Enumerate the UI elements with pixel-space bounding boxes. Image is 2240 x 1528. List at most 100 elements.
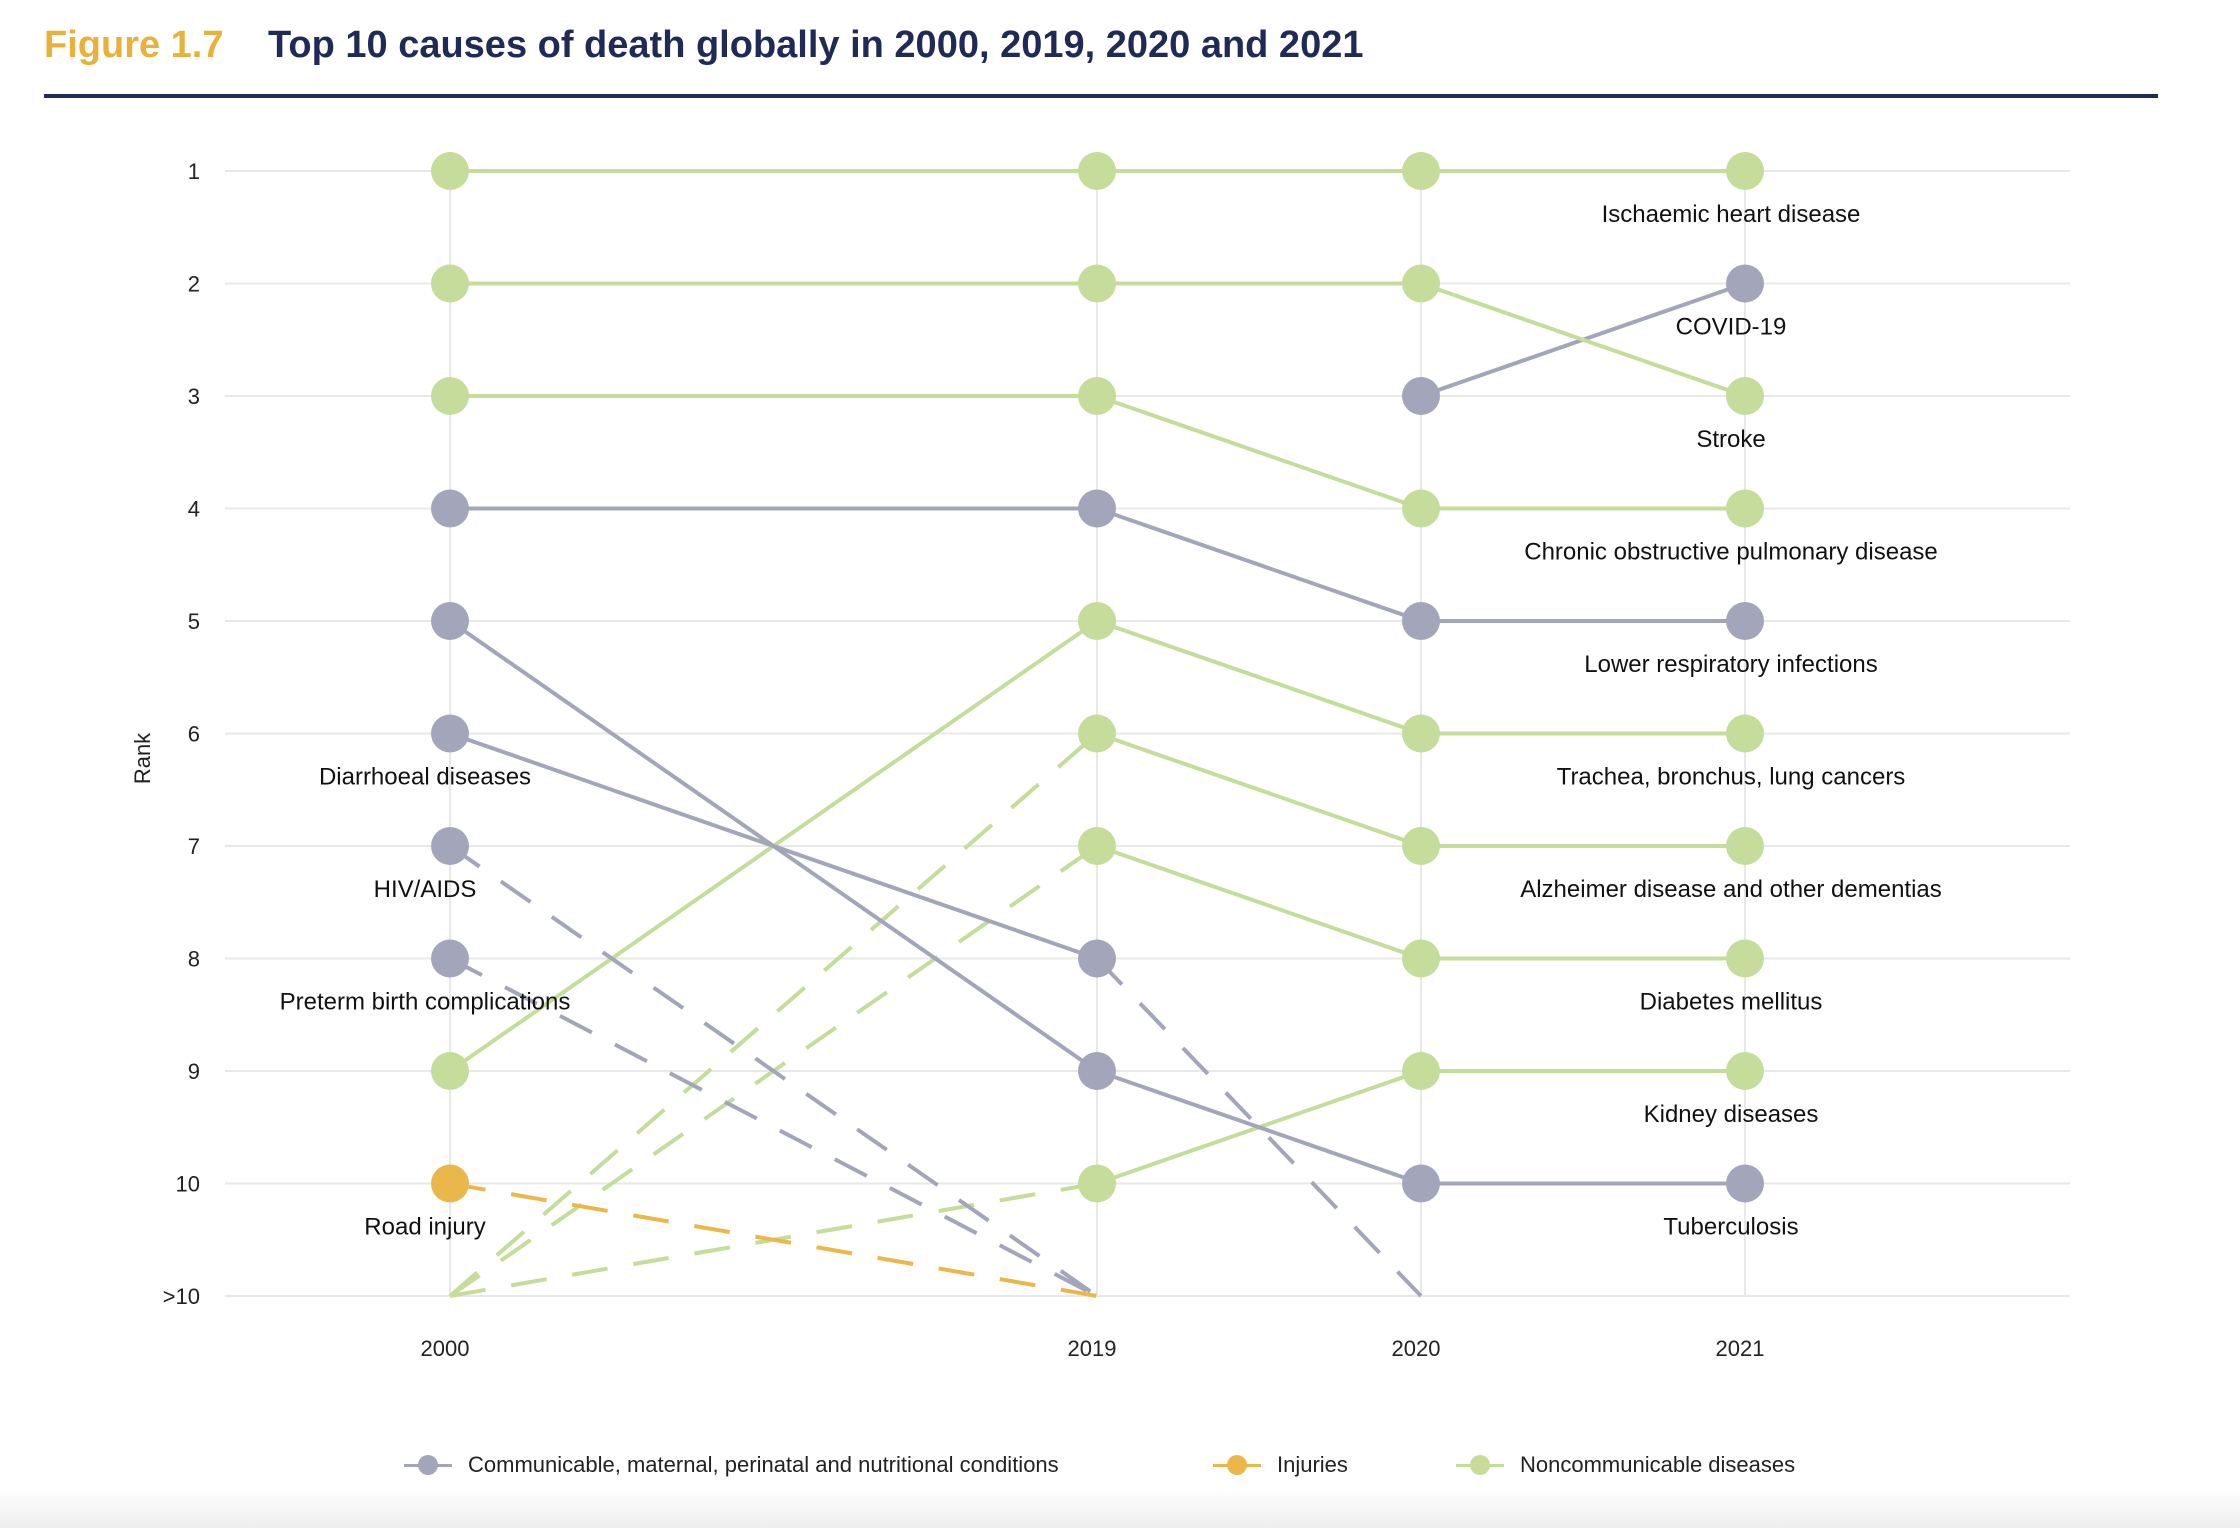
- series-point: [1726, 264, 1764, 303]
- series-point: [1402, 714, 1440, 753]
- series-segment: [1096, 394, 1422, 511]
- series-segment: [448, 844, 1099, 1298]
- point-label: Kidney diseases: [1644, 1101, 1819, 1128]
- series-point: [1078, 714, 1116, 753]
- point-label: Diabetes mellitus: [1640, 989, 1823, 1016]
- legend-dot: [1227, 1455, 1247, 1475]
- point-label: Road injury: [364, 1214, 485, 1241]
- series-point: [431, 489, 469, 528]
- series-segment: [448, 731, 1099, 1298]
- chart-legend: Communicable, maternal, perinatal and nu…: [0, 1440, 2240, 1490]
- series-segment: [1420, 281, 1746, 398]
- y-tick-label: 5: [188, 609, 200, 634]
- series-point: [1726, 939, 1764, 978]
- series-point: [1402, 264, 1440, 303]
- series-point: [1078, 377, 1116, 415]
- series-point: [431, 602, 469, 640]
- series-point: [1402, 602, 1440, 640]
- series-segment: [1096, 844, 1422, 961]
- figure-header: Figure 1.7 Top 10 causes of death global…: [44, 22, 2158, 98]
- point-label: Preterm birth complications: [280, 989, 571, 1016]
- legend-label-injuries: Injuries: [1277, 1452, 1348, 1477]
- series-point: [1726, 827, 1764, 865]
- point-label: Alzheimer disease and other dementias: [1520, 876, 1942, 903]
- y-tick-label: 3: [188, 384, 200, 409]
- legend-label-communicable: Communicable, maternal, perinatal and nu…: [468, 1452, 1059, 1477]
- series-segment: [1096, 619, 1422, 736]
- series-point: [1726, 152, 1764, 190]
- y-tick-label: 9: [188, 1059, 200, 1084]
- series-point: [1726, 602, 1764, 640]
- series-point: [431, 939, 469, 978]
- series-point: [431, 1052, 469, 1090]
- page-bottom-shade: [0, 1488, 2240, 1528]
- y-tick-label: 2: [188, 272, 200, 297]
- x-tick-label: 2019: [1068, 1336, 1117, 1361]
- series-point: [1078, 1052, 1116, 1090]
- point-label: Tuberculosis: [1663, 1214, 1798, 1241]
- series-point: [1078, 939, 1116, 978]
- legend-swatch-communicable: [404, 1453, 452, 1477]
- legend-item-communicable: Communicable, maternal, perinatal and nu…: [404, 1440, 1059, 1490]
- figure-label: Figure 1.7: [44, 24, 224, 66]
- point-label: Trachea, bronchus, lung cancers: [1557, 764, 1906, 791]
- series-point: [431, 152, 469, 190]
- series-segment: [1096, 731, 1422, 848]
- point-label: Lower respiratory infections: [1584, 651, 1877, 678]
- point-label: COVID-19: [1676, 314, 1787, 341]
- y-tick-label: 7: [188, 834, 200, 859]
- series-point: [431, 1164, 469, 1203]
- x-tick-label: 2020: [1392, 1336, 1441, 1361]
- series-point: [1402, 1164, 1440, 1203]
- y-tick-label: >10: [163, 1284, 200, 1309]
- point-label: Stroke: [1696, 426, 1765, 453]
- point-label: Ischaemic heart disease: [1602, 201, 1861, 228]
- series-point: [431, 827, 469, 865]
- point-label: HIV/AIDS: [374, 876, 477, 903]
- series-point: [1078, 827, 1116, 865]
- legend-item-noncommunicable: Noncommunicable diseases: [1456, 1440, 1795, 1490]
- bump-chart: 1 2 3 4 5 6 7 8 9 10 >10 2000 2019 2020 2021 Rank Ischae…: [130, 152, 2070, 1361]
- series-point: [1402, 939, 1440, 978]
- series-point: [431, 264, 469, 303]
- series-segment: [1096, 1069, 1422, 1186]
- series-point: [1402, 827, 1440, 865]
- legend-swatch-noncommunicable: [1456, 1453, 1504, 1477]
- x-tick-label: 2000: [421, 1336, 470, 1361]
- legend-label-noncommunicable: Noncommunicable diseases: [1520, 1452, 1796, 1477]
- y-tick-label: 10: [176, 1172, 200, 1197]
- legend-dot: [418, 1455, 438, 1475]
- series-point: [1402, 489, 1440, 528]
- y-axis-label: Rank: [130, 732, 155, 784]
- series-point: [1402, 152, 1440, 190]
- point-label: Chronic obstructive pulmonary disease: [1524, 539, 1938, 566]
- y-tick-label: 6: [188, 722, 200, 747]
- series-point: [1402, 377, 1440, 415]
- legend-item-injuries: Injuries: [1213, 1440, 1348, 1490]
- legend-swatch-injuries: [1213, 1453, 1261, 1477]
- series-point: [431, 377, 469, 415]
- series-point: [1078, 264, 1116, 303]
- series-point: [1726, 714, 1764, 753]
- series-point: [431, 714, 469, 753]
- point-label: Diarrhoeal diseases: [319, 764, 531, 791]
- series-segment: [449, 731, 1098, 961]
- figure-title: Top 10 causes of death globally in 2000,…: [268, 24, 1364, 66]
- series-segment: [1096, 506, 1422, 623]
- y-tick-label: 8: [188, 947, 200, 972]
- series-point: [1402, 1052, 1440, 1090]
- y-tick-label: 1: [188, 159, 200, 184]
- series-point: [1726, 1164, 1764, 1203]
- legend-dot: [1470, 1455, 1490, 1475]
- series-segment: [1095, 957, 1423, 1298]
- y-tick-label: 4: [188, 497, 200, 522]
- series-segment: [449, 1181, 1098, 1298]
- series-point: [1078, 489, 1116, 528]
- x-tick-label: 2021: [1716, 1336, 1765, 1361]
- series-point: [1078, 1164, 1116, 1203]
- series-point: [1726, 377, 1764, 415]
- series-point: [1726, 489, 1764, 528]
- series-point: [1078, 152, 1116, 190]
- series-point: [1078, 602, 1116, 640]
- series-point: [1726, 1052, 1764, 1090]
